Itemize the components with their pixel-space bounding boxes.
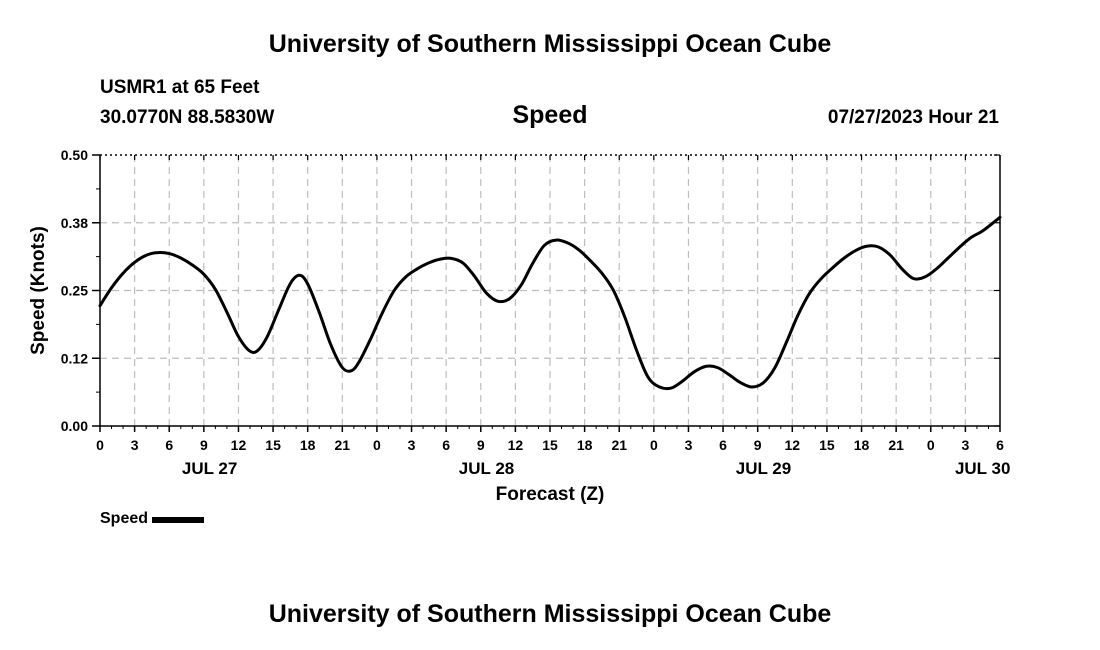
x-tick-label: 3 xyxy=(685,437,693,453)
y-tick-label: 0.00 xyxy=(61,418,88,434)
station-label: USMR1 at 65 Feet xyxy=(100,77,260,98)
x-tick-label: 15 xyxy=(542,437,558,453)
x-tick-label: 0 xyxy=(650,437,658,453)
x-tick-label: 18 xyxy=(854,437,870,453)
y-tick-label: 0.38 xyxy=(61,215,88,231)
x-tick-label: 21 xyxy=(335,437,351,453)
day-label: JUL 28 xyxy=(459,459,514,478)
day-label: JUL 27 xyxy=(182,459,237,478)
x-tick-label: 3 xyxy=(408,437,416,453)
variable-title: Speed xyxy=(512,101,588,129)
legend: Speed xyxy=(100,510,205,528)
y-tick-label: 0.12 xyxy=(61,350,88,366)
footer-title: University of Southern Mississippi Ocean… xyxy=(268,600,832,628)
x-tick-label: 9 xyxy=(200,437,208,453)
day-label: JUL 30 xyxy=(955,459,1010,478)
x-tick-label: 21 xyxy=(611,437,627,453)
y-tick-label: 0.50 xyxy=(61,147,88,163)
x-axis-title: Forecast (Z) xyxy=(496,484,605,505)
grid xyxy=(100,154,1000,426)
forecast-datetime: 07/27/2023 Hour 21 xyxy=(827,107,999,128)
legend-line-swatch xyxy=(152,517,205,523)
day-label: JUL 29 xyxy=(736,459,791,478)
x-tick-label: 15 xyxy=(265,437,281,453)
x-tick-label: 18 xyxy=(577,437,593,453)
axes: 0 3 6 9 12 15 18 21 0 3 6 9 12 15 18 21 0 3 6 9 12 15 18 21 0 3 6 0… xyxy=(61,147,1011,478)
x-tick-label: 6 xyxy=(996,437,1004,453)
legend-label: Speed xyxy=(100,510,149,527)
x-tick-label: 6 xyxy=(719,437,727,453)
x-tick-label: 0 xyxy=(96,437,104,453)
y-axis-title: Speed (Knots) xyxy=(28,226,49,355)
series-line-speed xyxy=(98,215,1002,391)
x-tick-label: 12 xyxy=(508,437,524,453)
x-tick-label: 0 xyxy=(373,437,381,453)
series-layer xyxy=(98,215,1002,391)
x-tick-label: 6 xyxy=(165,437,173,453)
x-tick-label: 12 xyxy=(785,437,801,453)
x-tick-label: 9 xyxy=(754,437,762,453)
x-tick-label: 18 xyxy=(300,437,316,453)
x-tick-label: 21 xyxy=(888,437,904,453)
x-tick-label: 9 xyxy=(477,437,485,453)
x-tick-label: 6 xyxy=(442,437,450,453)
x-tick-label: 3 xyxy=(131,437,139,453)
y-tick-label: 0.25 xyxy=(61,283,88,299)
x-tick-label: 3 xyxy=(961,437,969,453)
coordinates-label: 30.0770N 88.5830W xyxy=(100,107,275,128)
x-tick-label: 0 xyxy=(927,437,935,453)
x-tick-label: 12 xyxy=(231,437,247,453)
x-tick-label: 15 xyxy=(819,437,835,453)
main-title: University of Southern Mississippi Ocean… xyxy=(268,30,832,58)
